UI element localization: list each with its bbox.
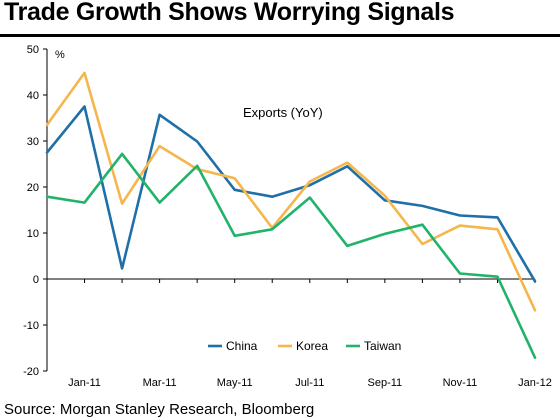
source-note: Source: Morgan Stanley Research, Bloombe… bbox=[4, 401, 315, 418]
exports-line-chart: -20 -10 0 10 20 30 40 50 Jan-11 Mar-11 May-11 Jul-… bbox=[23, 44, 552, 389]
y-tick-label: -20 bbox=[23, 366, 39, 378]
series-lines bbox=[45, 71, 537, 360]
x-tick-labels: Jan-11 Mar-11 May-11 Jul-11 Sep-11 Nov-11 Jan-… bbox=[68, 377, 552, 389]
legend-label-china: China bbox=[226, 339, 258, 353]
y-tick-label: 20 bbox=[27, 182, 39, 194]
series-line-taiwan bbox=[45, 152, 537, 360]
y-tick-label: -10 bbox=[23, 320, 39, 332]
x-tick-label: Jul-11 bbox=[295, 377, 324, 389]
exports-annotation: Exports (YoY) bbox=[243, 105, 323, 120]
legend: China Korea Taiwan bbox=[208, 339, 401, 353]
legend-label-korea: Korea bbox=[296, 339, 328, 353]
y-tick-label: 30 bbox=[27, 136, 39, 148]
y-tick-label: 50 bbox=[27, 44, 39, 56]
x-tick-label: Nov-11 bbox=[443, 377, 478, 389]
x-tick-label: May-11 bbox=[217, 377, 253, 389]
series-line-korea bbox=[45, 71, 537, 312]
y-tick-label: 10 bbox=[27, 228, 39, 240]
series-line-china bbox=[45, 105, 537, 283]
x-tick-label: Mar-11 bbox=[143, 377, 177, 389]
chart-title: Trade Growth Shows Worrying Signals bbox=[4, 0, 455, 26]
y-tick-label: 40 bbox=[27, 90, 39, 102]
x-tick-label: Sep-11 bbox=[368, 377, 403, 389]
chart-axes bbox=[43, 48, 536, 372]
y-tick-label: 0 bbox=[33, 274, 39, 286]
title-rule bbox=[0, 34, 560, 37]
y-tick-labels: -20 -10 0 10 20 30 40 50 bbox=[23, 44, 39, 378]
y-axis-unit: % bbox=[55, 49, 65, 61]
x-tick-label: Jan-11 bbox=[68, 377, 101, 389]
x-tick-label: Jan-12 bbox=[518, 377, 552, 389]
legend-label-taiwan: Taiwan bbox=[364, 339, 401, 353]
